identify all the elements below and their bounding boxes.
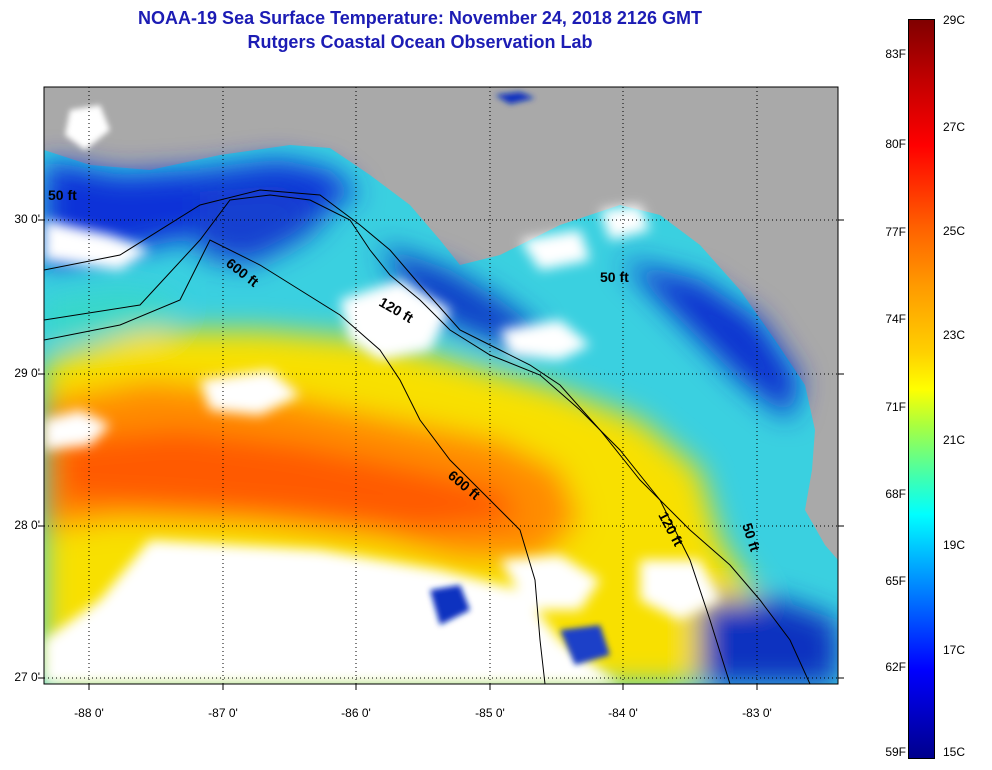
colorbar-f-label: 74F	[885, 312, 906, 326]
colorbar-c-label: 25C	[943, 224, 966, 238]
sst-field	[44, 92, 838, 684]
lat-label: 28 0'	[14, 518, 40, 532]
colorbar-c-label: 15C	[943, 745, 966, 759]
colorbar-f-label: 65F	[885, 574, 906, 588]
colorbar-c-label: 17C	[943, 643, 966, 657]
lon-label: -84 0'	[608, 706, 638, 720]
axis-ticks	[38, 219, 844, 690]
colorbar-f-label: 62F	[885, 660, 906, 674]
colorbar-c-label: 29C	[943, 13, 966, 27]
map-frame	[43, 86, 839, 685]
colorbar-f-label: 68F	[885, 487, 906, 501]
lon-label: -83 0'	[742, 706, 772, 720]
lat-label: 27 0'	[14, 670, 40, 684]
chart-title: NOAA-19 Sea Surface Temperature: Novembe…	[138, 8, 702, 28]
lat-label: 29 0'	[14, 366, 40, 380]
lon-label: -87 0'	[208, 706, 238, 720]
colorbar-c-label: 21C	[943, 433, 966, 447]
lon-label: -88 0'	[74, 706, 104, 720]
colorbar-c-label: 27C	[943, 120, 966, 134]
graticule	[44, 87, 838, 684]
colorbar-f-label: 59F	[885, 745, 906, 759]
chart-subtitle: Rutgers Coastal Ocean Observation Lab	[247, 32, 593, 52]
depth-contours	[44, 189, 811, 684]
lon-label: -85 0'	[475, 706, 505, 720]
contour-label: 50 ft	[600, 269, 629, 285]
colorbar-c-label: 23C	[943, 328, 966, 342]
colorbar-c-label: 19C	[943, 538, 966, 552]
lon-label: -86 0'	[341, 706, 371, 720]
colorbar-f-label: 83F	[885, 47, 906, 61]
lat-label: 30 0'	[14, 212, 40, 226]
colorbar-f-label: 71F	[885, 400, 906, 414]
contour-label: 50 ft	[48, 187, 77, 203]
temperature-colorbar	[908, 19, 935, 759]
colorbar-f-label: 77F	[885, 225, 906, 239]
colorbar-f-label: 80F	[885, 137, 906, 151]
